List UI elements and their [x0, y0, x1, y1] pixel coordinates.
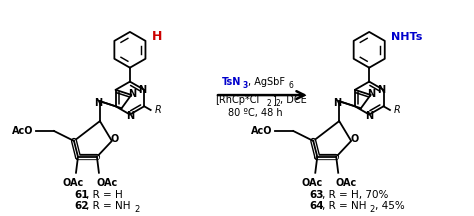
Text: TsN: TsN [222, 77, 241, 87]
Text: N: N [333, 98, 341, 108]
Text: , R = H: , R = H [86, 191, 123, 200]
Text: N: N [126, 111, 134, 121]
Text: OAc: OAc [336, 178, 357, 188]
Text: AcO: AcO [251, 126, 273, 136]
Text: 64: 64 [310, 201, 324, 211]
Text: , DCE: , DCE [280, 95, 307, 105]
Text: , R = NH: , R = NH [322, 201, 366, 211]
Text: R: R [155, 105, 161, 115]
Text: N: N [365, 111, 373, 121]
Text: R: R [394, 105, 401, 115]
Text: O: O [350, 134, 358, 144]
Text: 63: 63 [310, 191, 324, 200]
Text: 2: 2 [370, 205, 375, 214]
Text: 2: 2 [134, 205, 139, 214]
Text: AcO: AcO [11, 126, 33, 136]
Text: 80 ºC, 48 h: 80 ºC, 48 h [228, 108, 283, 118]
Text: ]: ] [272, 95, 276, 105]
Text: , R = NH: , R = NH [86, 201, 131, 211]
Text: N: N [367, 89, 376, 99]
Text: , R = H, 70%: , R = H, 70% [322, 191, 388, 200]
Text: H: H [152, 30, 163, 43]
Text: NHTs: NHTs [391, 32, 422, 42]
Text: OAc: OAc [63, 178, 83, 188]
Text: OAc: OAc [96, 178, 118, 188]
Text: N: N [94, 98, 102, 108]
Text: , AgSbF: , AgSbF [248, 77, 285, 87]
Text: OAc: OAc [301, 178, 323, 188]
Text: , 45%: , 45% [374, 201, 404, 211]
Text: O: O [111, 134, 119, 144]
Text: 2: 2 [267, 98, 272, 108]
Text: 61: 61 [74, 191, 89, 200]
Text: 62: 62 [74, 201, 89, 211]
Text: N: N [377, 85, 385, 95]
Text: N: N [138, 85, 146, 95]
Text: 6: 6 [289, 81, 294, 90]
Text: N: N [128, 89, 137, 99]
Text: 3: 3 [243, 81, 248, 90]
Text: 2: 2 [276, 98, 281, 108]
Text: [RhCp*Cl: [RhCp*Cl [215, 95, 259, 105]
